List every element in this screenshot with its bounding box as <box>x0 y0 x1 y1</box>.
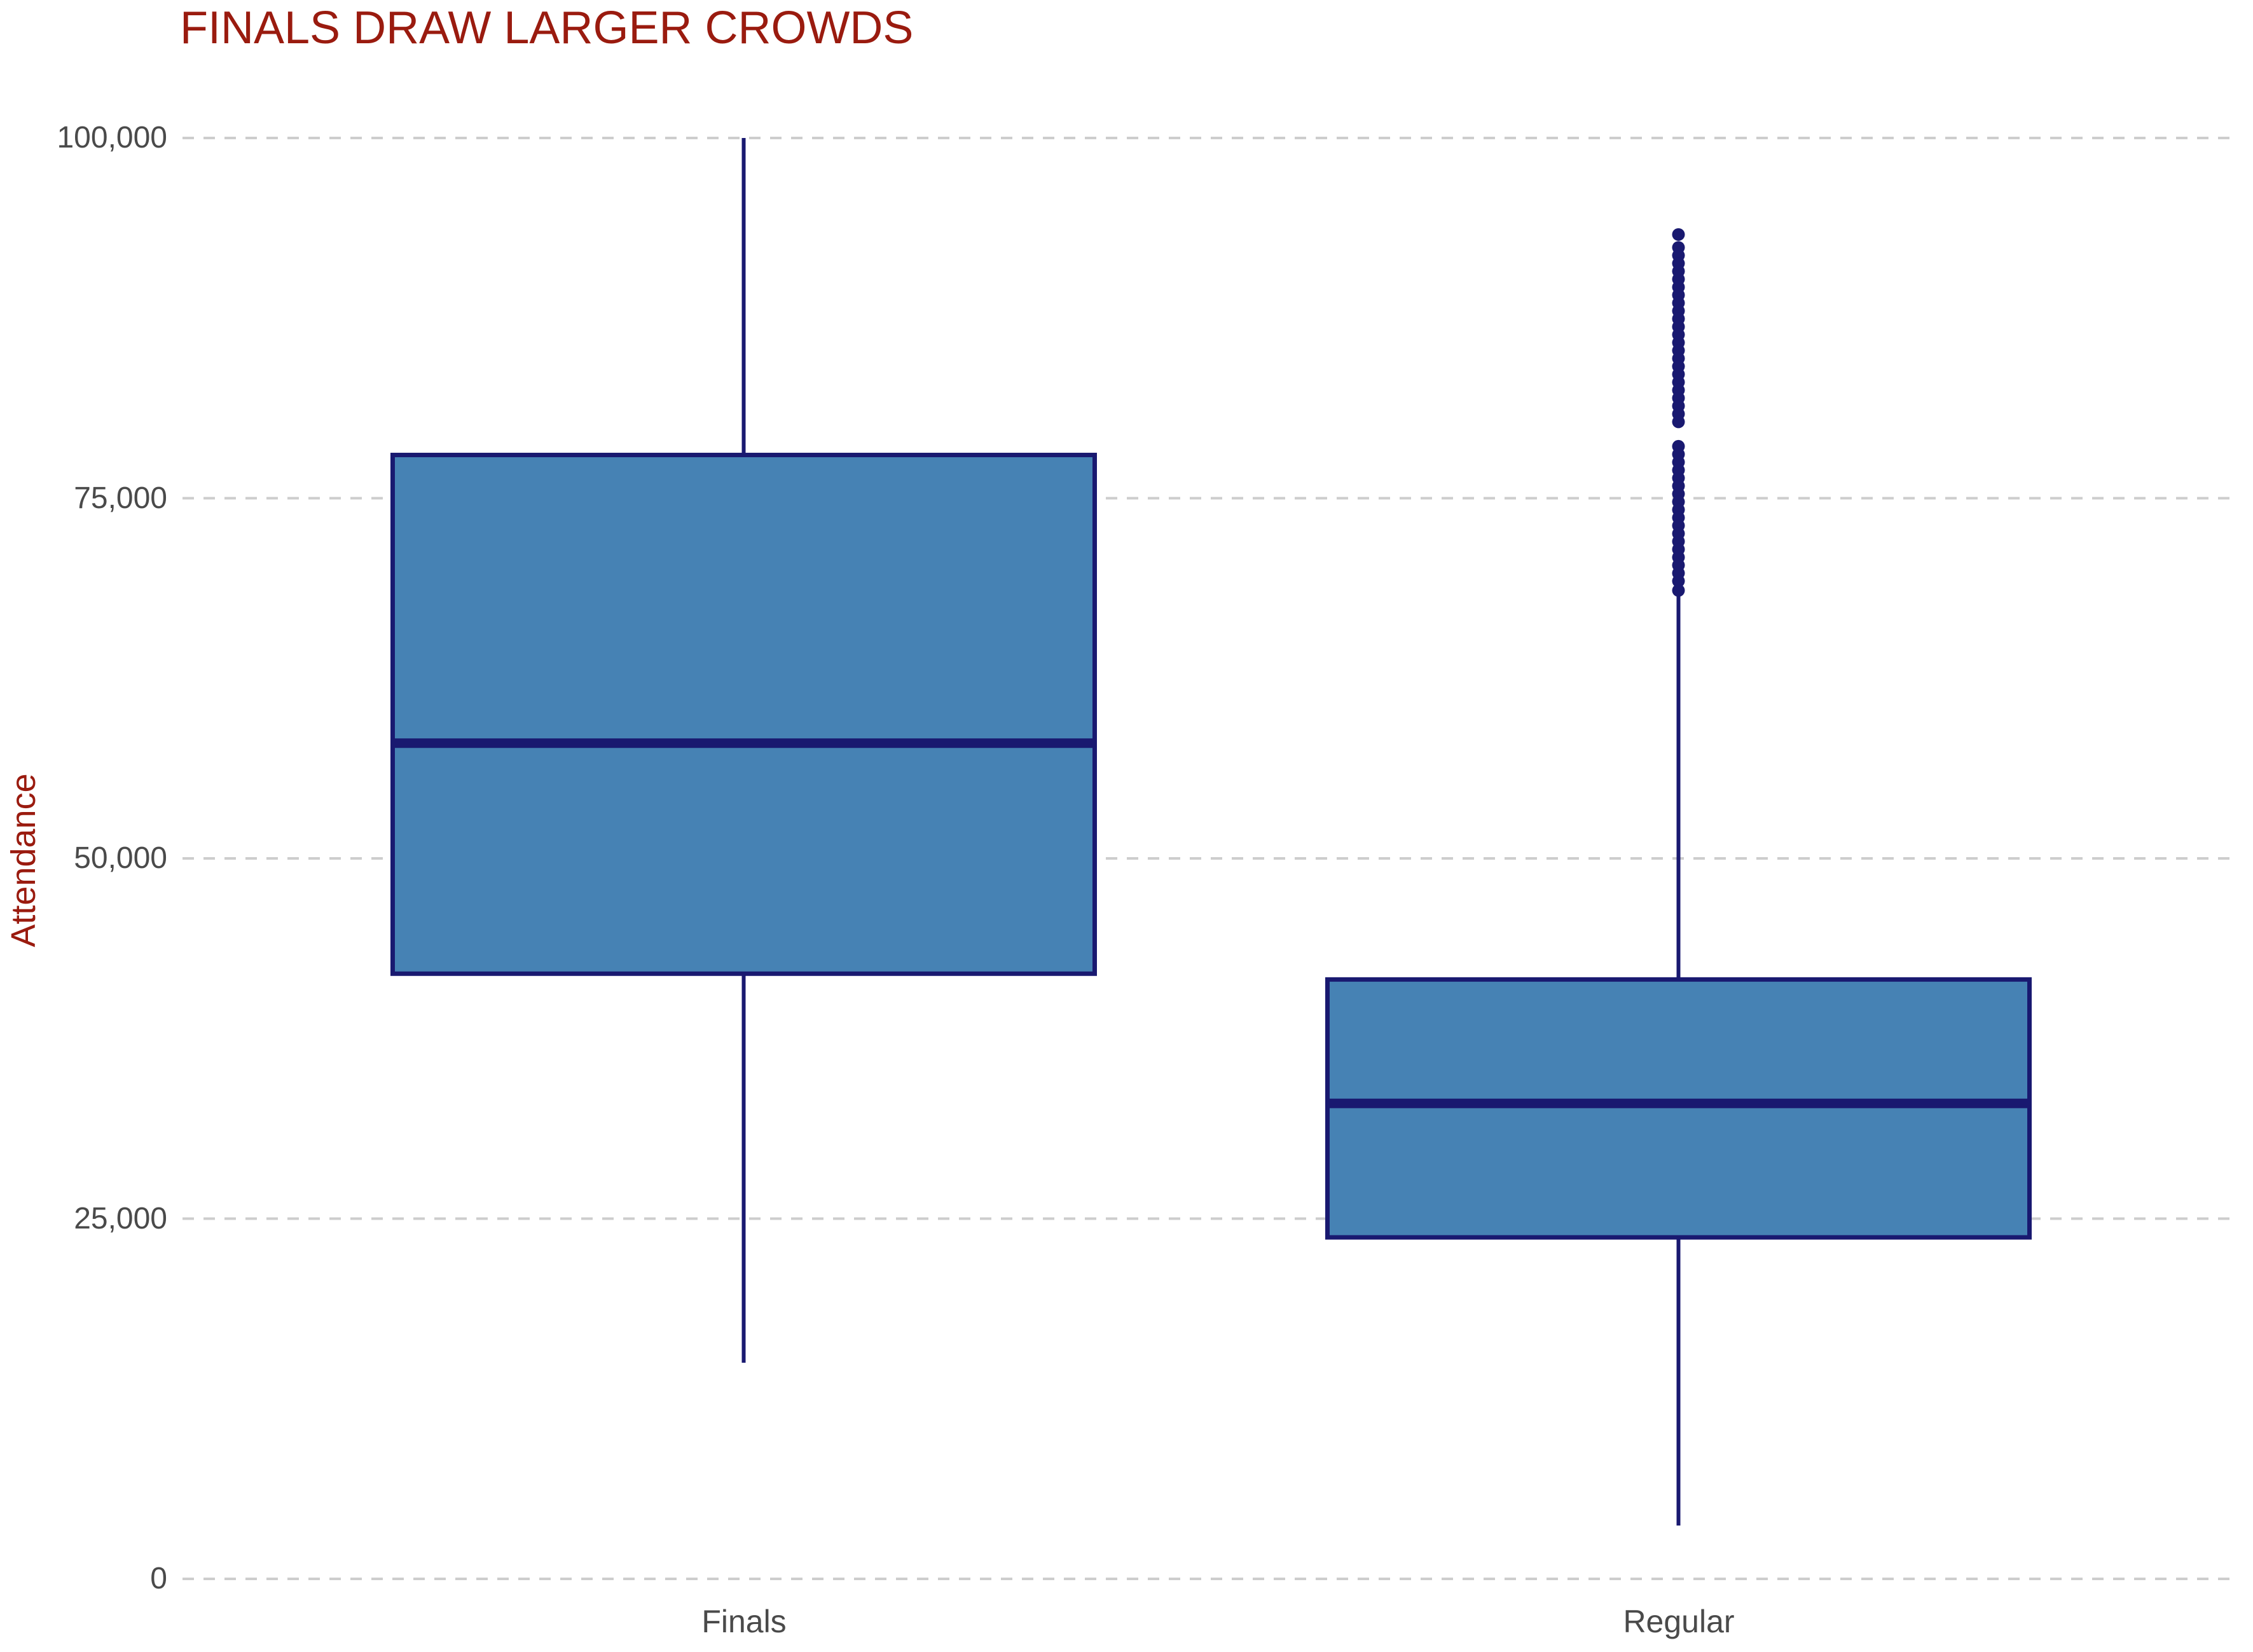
regular-box <box>1325 977 2032 1240</box>
y-tick-label-25000: 25,000 <box>74 1202 167 1236</box>
y-tick-label-75000: 75,000 <box>74 481 167 515</box>
chart-title: FINALS DRAW LARGER CROWDS <box>180 3 914 53</box>
regular-outlier-dot <box>1672 584 1685 597</box>
y-tick-label-100000: 100,000 <box>57 121 167 155</box>
x-tick-label-finals: Finals <box>701 1604 787 1639</box>
regular-outlier-dot <box>1672 415 1685 429</box>
y-tick-label-50000: 50,000 <box>74 841 167 875</box>
regular-outlier-dot <box>1672 574 1685 588</box>
finals-box <box>390 453 1097 976</box>
y-tick-label-0: 0 <box>150 1562 167 1595</box>
x-tick-label-regular: Regular <box>1623 1604 1735 1639</box>
regular-outlier-dot <box>1672 228 1685 241</box>
